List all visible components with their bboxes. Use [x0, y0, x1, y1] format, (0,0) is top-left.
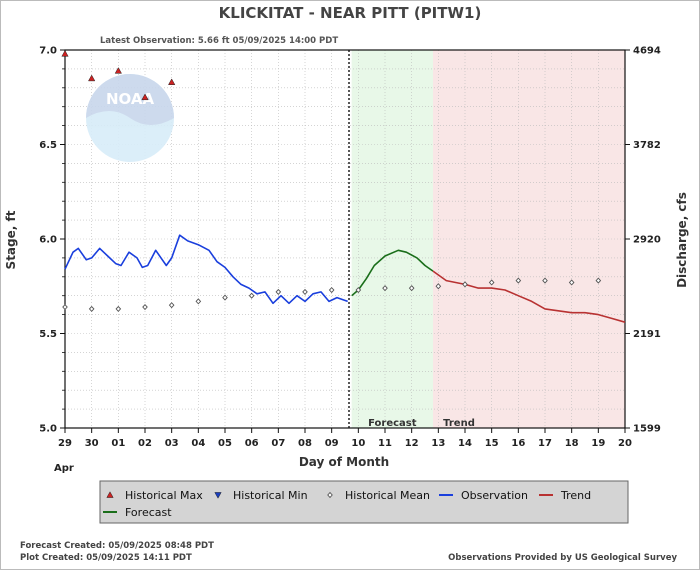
historical-mean-marker	[168, 302, 175, 309]
legend: Historical Max Historical Min Historical M…	[99, 480, 629, 524]
x-tick-label: 13	[431, 438, 445, 449]
footer-provider: Observations Provided by US Geological S…	[448, 553, 677, 563]
historical-mean-marker	[595, 277, 602, 284]
legend-item-trend: Trend	[539, 489, 591, 502]
historical-mean-marker	[408, 285, 415, 292]
x-tick-label: 14	[458, 438, 472, 449]
x-axis-title: Day of Month	[299, 455, 389, 469]
y-tick-label: 6.0	[39, 235, 57, 246]
x-tick-label: 20	[618, 438, 632, 449]
chart-title: KLICKITAT - NEAR PITT (PITW1)	[219, 4, 482, 22]
data-markers	[61, 50, 602, 312]
historical-max-marker	[114, 67, 122, 74]
historical-mean-marker	[542, 277, 548, 284]
historical-mean-marker	[435, 283, 442, 290]
x-tick-label: 29	[58, 438, 72, 449]
month-label: Apr	[54, 463, 74, 474]
x-tick-label: 09	[325, 438, 339, 449]
y-tick-label: 6.5	[39, 140, 57, 151]
historical-mean-marker	[195, 298, 202, 305]
x-tick-label: 03	[165, 438, 179, 449]
x-tick-label: 06	[245, 438, 259, 449]
x-tick-label: 18	[565, 438, 579, 449]
legend-swatch-historical-max	[106, 491, 114, 498]
legend-item-historical-max: Historical Max	[106, 489, 203, 502]
region-label-forecast: Forecast	[368, 418, 417, 429]
x-tick-label: 11	[378, 438, 392, 449]
noaa-watermark: NOAA	[86, 74, 174, 162]
historical-mean-marker	[355, 286, 362, 294]
legend-label-observation: Observation	[461, 489, 528, 502]
x-tick-label: 02	[138, 438, 152, 449]
historical-mean-marker	[382, 285, 388, 292]
legend-label-forecast: Forecast	[125, 506, 172, 519]
x-tick-label: 07	[271, 438, 285, 449]
legend-label-historical-mean: Historical Mean	[345, 489, 430, 502]
x-tick-label: 12	[405, 438, 419, 449]
historical-mean-marker	[302, 288, 308, 295]
historical-mean-marker	[115, 305, 122, 312]
legend-item-observation: Observation	[439, 489, 528, 502]
region-label-trend: Trend	[443, 418, 475, 429]
y-tick-label: 5.5	[39, 329, 57, 340]
historical-mean-marker	[275, 288, 282, 295]
legend-item-historical-min: Historical Min	[214, 489, 308, 502]
x-tick-label: 17	[538, 438, 552, 449]
latest-observation-subtitle: Latest Observation: 5.66 ft 05/09/2025 1…	[100, 36, 338, 46]
y2-tick-label: 3782	[633, 140, 661, 151]
x-tick-label: 10	[351, 438, 365, 449]
y-tick-label: 7.0	[39, 46, 57, 57]
historical-mean-marker	[88, 305, 95, 312]
footer-plot-created: Plot Created: 05/09/2025 14:11 PDT	[20, 553, 192, 563]
legend-label-trend: Trend	[560, 489, 591, 502]
historical-mean-marker	[248, 292, 255, 299]
historical-mean-marker	[222, 294, 228, 301]
x-tick-label: 16	[511, 438, 525, 449]
legend-label-historical-min: Historical Min	[233, 489, 308, 502]
legend-items: Historical Max Historical Min Historical M…	[103, 489, 591, 519]
historical-mean-marker	[328, 286, 335, 294]
watermark-text: NOAA	[106, 90, 155, 108]
observation-line	[64, 234, 348, 305]
x-tick-label: 19	[591, 438, 605, 449]
historical-mean-marker	[62, 303, 68, 311]
historical-mean-marker	[462, 281, 468, 288]
legend-box	[99, 480, 629, 524]
historical-mean-marker	[488, 279, 495, 286]
x-tick-label: 15	[485, 438, 499, 449]
axes: 5.0 5.5 6.0 6.5 7.0 1599 2191 2920 3782 4694 29 30 0…	[39, 46, 661, 450]
historical-max-marker	[61, 50, 69, 57]
y-tick-label: 5.0	[39, 424, 57, 435]
trend-line	[432, 270, 626, 323]
historical-max-marker	[168, 78, 176, 85]
historical-max-marker	[88, 74, 96, 82]
historical-mean-marker	[142, 303, 148, 311]
y2-tick-label: 1599	[633, 424, 661, 435]
historical-mean-marker	[568, 279, 575, 286]
legend-swatch-historical-mean	[327, 491, 333, 499]
y2-tick-label: 2191	[633, 329, 661, 340]
legend-swatch-historical-min	[214, 492, 222, 499]
footer-forecast-created: Forecast Created: 05/09/2025 08:48 PDT	[20, 541, 214, 551]
x-tick-label: 08	[298, 438, 312, 449]
x-tick-label: 05	[218, 438, 232, 449]
x-tick-label: 01	[111, 438, 125, 449]
historical-max-marker	[141, 93, 149, 101]
legend-item-historical-mean: Historical Mean	[327, 489, 430, 502]
historical-mean-marker	[515, 277, 522, 284]
y2-tick-label: 2920	[633, 235, 661, 246]
y2-axis-title: Discharge, cfs	[675, 192, 689, 288]
x-tick-label: 30	[85, 438, 99, 449]
x-tick-label: 04	[191, 438, 205, 449]
data-series	[64, 234, 626, 323]
legend-item-forecast: Forecast	[103, 506, 172, 519]
y2-tick-label: 4694	[633, 46, 661, 57]
legend-label-historical-max: Historical Max	[125, 489, 203, 502]
y-axis-title: Stage, ft	[4, 210, 18, 269]
watermark-top-half	[86, 74, 174, 125]
forecast-line	[351, 249, 434, 297]
